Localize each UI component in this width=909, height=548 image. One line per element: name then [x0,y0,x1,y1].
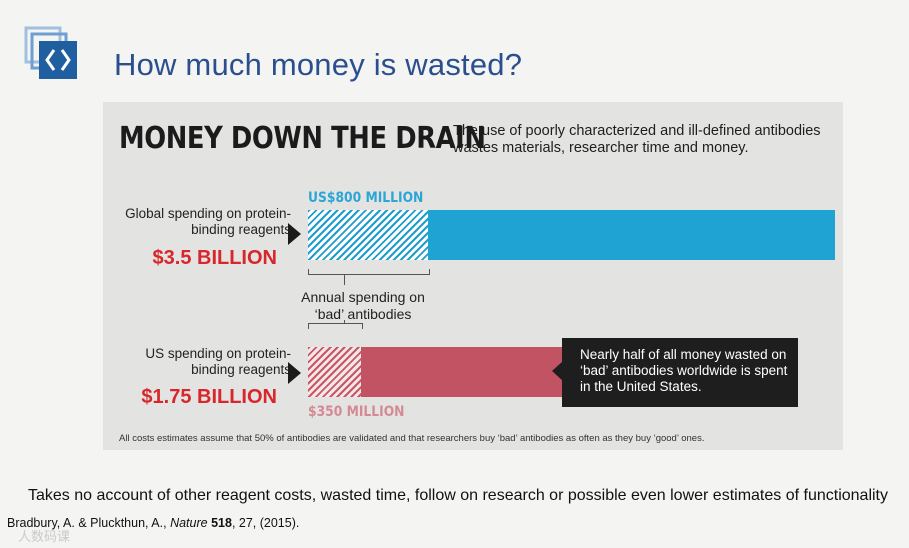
us-bad-spending-label: $350 MILLION [308,404,405,420]
callout-box: Nearly half of all money wasted on ‘bad’… [562,338,798,407]
watermark: 人数码课 [18,529,71,544]
infographic-footnote: All costs estimates assume that 50% of a… [119,433,705,444]
citation-authors: Bradbury, A. & Pluckthun, A., [7,516,171,530]
global-bad-spending-label: US$800 MILLION [308,190,424,206]
us-spending-label: US spending on protein-binding reagents [145,346,291,377]
annual-spending-annotation: Annual spending on ‘bad’ antibodies [301,289,425,322]
slide-title: How much money is wasted? [114,47,523,82]
us-arrow-icon [288,362,301,384]
bad-spending-bracket [308,269,431,275]
citation-volume: 518 [211,516,232,530]
citation-journal: Nature [170,516,208,530]
global-spending-amount: $3.5 BILLION [152,247,277,269]
citation-rest: , 27, (2015). [231,516,300,530]
global-bad-spending-bar [308,210,429,260]
code-brackets-logo-icon [24,26,77,79]
infographic-heading: MONEY DOWN THE DRAIN [119,121,486,156]
bracket-stem [344,274,346,285]
us-bracket-stem [344,320,346,324]
callout-text: Nearly half of all money wasted on ‘bad’… [580,347,788,394]
citation: Bradbury, A. & Pluckthun, A., Nature 518… [7,516,299,530]
global-arrow-icon [288,223,301,245]
us-bad-spending-bracket [308,323,363,329]
us-good-spending-bar [360,347,572,397]
us-spending-amount: $1.75 BILLION [141,386,277,408]
infographic: MONEY DOWN THE DRAIN The use of poorly c… [103,102,843,450]
global-good-spending-bar [428,210,835,260]
callout-pointer [552,361,563,381]
slide-body-text: Takes no account of other reagent costs,… [28,487,888,504]
infographic-subtitle: The use of poorly characterized and ill-… [453,123,821,156]
us-bad-spending-bar [308,347,361,397]
global-spending-label: Global spending on protein-binding reage… [125,206,291,237]
